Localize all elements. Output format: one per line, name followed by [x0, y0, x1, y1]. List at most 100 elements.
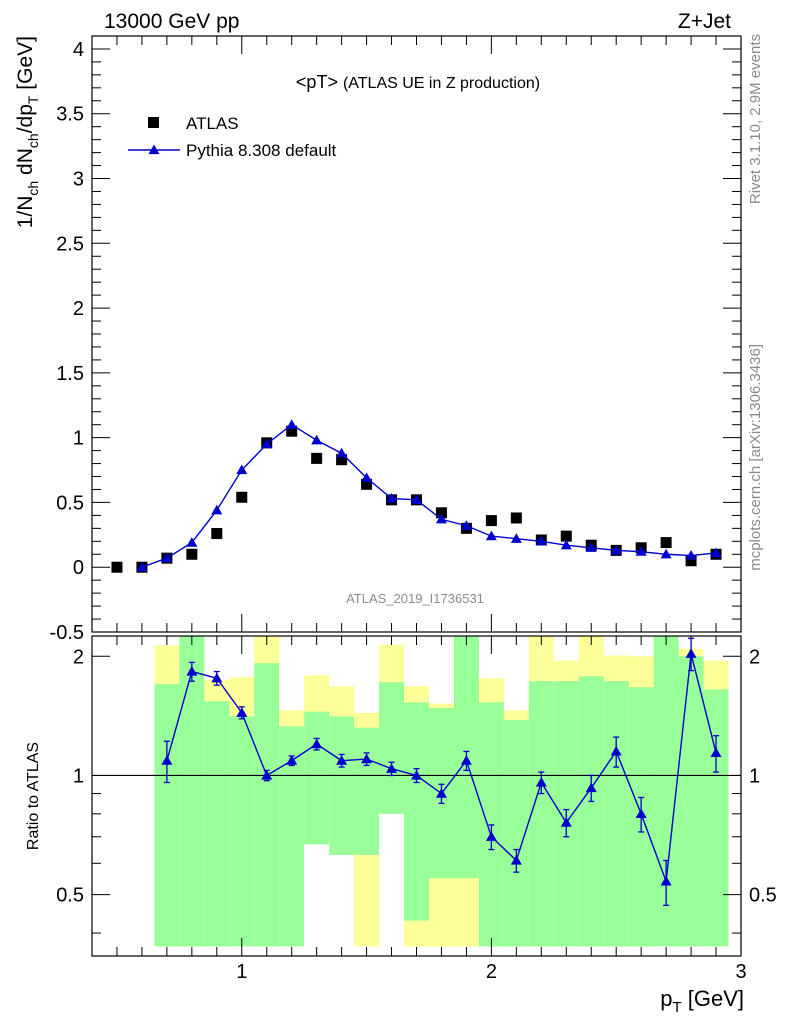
ratio-point: [211, 672, 223, 683]
y-tick-label: 3: [73, 169, 84, 191]
atlas-point: [435, 507, 447, 519]
ratio-point: [535, 776, 547, 787]
atlas-point: [560, 530, 572, 542]
y-tick-label: 0.5: [56, 492, 84, 514]
pythia-point: [535, 535, 547, 546]
atlas-point: [186, 548, 198, 560]
atlas-point: [485, 515, 497, 527]
y-tick-label: 4: [73, 39, 84, 61]
pythia-point: [261, 438, 273, 449]
band-stat: [379, 682, 405, 814]
ratio-point: [610, 745, 622, 756]
atlas-point: [336, 454, 348, 466]
legend-pythia-label: Pythia 8.308 default: [186, 141, 337, 160]
pythia-point: [585, 542, 597, 552]
ratio-tick-label: 1: [73, 765, 84, 787]
pythia-point: [485, 530, 497, 541]
band-stat: [229, 716, 255, 947]
pythia-point: [136, 561, 148, 572]
pythia-line: [141, 423, 717, 568]
pythia-point: [560, 539, 572, 550]
band-stat: [703, 689, 729, 947]
band-stat: [329, 716, 355, 855]
y-tick-label: 3.5: [56, 104, 84, 126]
legend-atlas-label: ATLAS: [186, 114, 239, 133]
ratio-point: [386, 763, 398, 773]
band-stat: [354, 727, 380, 855]
y-tick-label: 1.5: [56, 363, 84, 385]
x-tick-label: 3: [735, 961, 746, 983]
ratio-point: [286, 755, 298, 765]
header-right: Z+Jet: [678, 10, 731, 33]
atlas-point: [211, 528, 223, 540]
band-stat: [179, 636, 205, 947]
pythia-point: [660, 548, 672, 559]
plot-title-main: <pT>: [296, 72, 338, 92]
header-left: 13000 GeV pp: [104, 10, 239, 33]
pythia-point: [435, 513, 447, 524]
pythia-point: [710, 547, 722, 558]
ratio-point: [485, 831, 497, 841]
ratio-point: [560, 817, 572, 827]
pythia-point: [311, 434, 323, 445]
ratio-point: [161, 755, 173, 765]
y-tick-label: 0: [73, 557, 84, 579]
ratio-point: [236, 707, 248, 717]
pythia-point: [361, 472, 373, 482]
band-stat: [304, 711, 330, 845]
atlas-point: [286, 425, 298, 437]
ratio-point: [435, 788, 447, 798]
y-axis-label: 1/Nch dNch/dpT [GeV]: [14, 36, 41, 228]
pythia-point: [685, 550, 697, 560]
atlas-point: [311, 452, 323, 464]
ratio-point: [186, 666, 198, 676]
ratio-point: [336, 755, 348, 765]
pythia-point: [510, 533, 522, 543]
band-stat: [204, 701, 230, 947]
ratio-point: [585, 782, 597, 793]
atlas-point: [660, 537, 672, 549]
atlas-point: [685, 555, 697, 567]
ratio-point: [411, 769, 422, 780]
atlas-point: [236, 491, 248, 503]
band-stat: [678, 656, 704, 947]
legend-atlas-marker: [148, 117, 159, 128]
band-stat: [603, 681, 629, 947]
x-tick-label: 2: [486, 961, 497, 983]
pythia-point: [161, 552, 173, 563]
band-stat: [404, 702, 429, 921]
pythia-point: [411, 494, 422, 504]
watermark: ATLAS_2019_I1736531: [346, 591, 484, 606]
atlas-point: [111, 561, 123, 573]
pythia-point: [336, 447, 348, 458]
ratio-point: [685, 648, 697, 658]
y-tick-label: 2.5: [56, 233, 84, 255]
band-stat: [528, 681, 554, 947]
pythia-point: [610, 544, 622, 555]
ratio-tick-label-right: 0.5: [749, 885, 777, 907]
x-axis-label: pT [GeV]: [660, 986, 744, 1016]
rivet-label: Rivet 3.1.10, 2.9M events: [747, 34, 764, 204]
pythia-point: [186, 537, 198, 547]
ratio-point: [635, 808, 647, 818]
y-tick-label: 1: [73, 428, 84, 450]
legend-pythia-marker: [148, 144, 160, 155]
pythia-point: [460, 520, 472, 530]
band-stat: [154, 684, 180, 947]
ratio-tick-label: 0.5: [56, 885, 84, 907]
atlas-point: [510, 512, 522, 524]
ratio-point: [460, 755, 472, 765]
pythia-point: [386, 493, 398, 503]
ratio-tick-label-right: 1: [749, 765, 760, 787]
x-tick-label: 1: [236, 961, 247, 983]
chart-layer: 1 2 3 -0.5 0 0.5 1 1.5 2 2.5 3 3.5 4 0.5 0.5 1 1 2 2 1/Nch …: [14, 35, 777, 1016]
pythia-point: [635, 546, 647, 556]
pythia-point: [236, 464, 248, 475]
band-stat: [254, 663, 280, 947]
atlas-point: [361, 478, 373, 490]
y-tick-label: -0.5: [50, 622, 84, 644]
ratio-point: [361, 753, 373, 764]
ratio-point: [261, 769, 273, 780]
pythia-point: [286, 419, 298, 429]
